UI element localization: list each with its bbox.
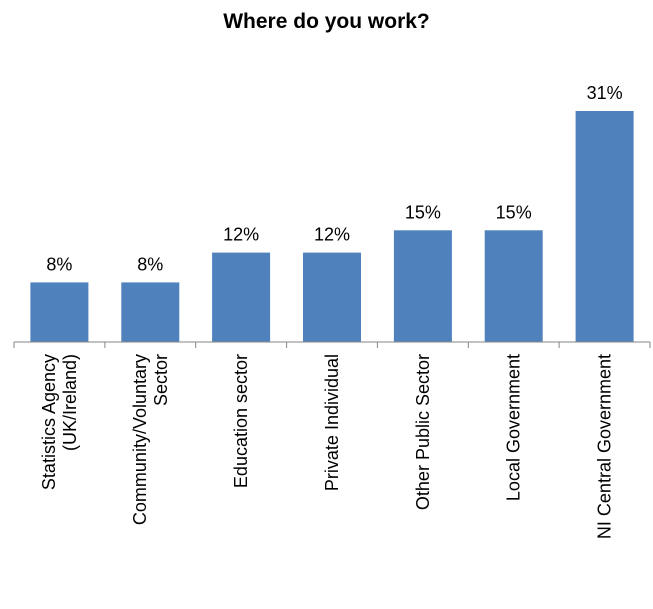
bar-2	[212, 252, 271, 342]
data-label-5: 15%	[496, 202, 532, 222]
data-label-0: 8%	[46, 254, 72, 274]
bar-3	[303, 252, 361, 342]
bar-1	[121, 282, 180, 342]
data-label-1: 8%	[137, 254, 163, 274]
category-label-1: Community/VoluntarySector	[130, 354, 171, 525]
category-labels-group: Statistics Agency(UK/Ireland) Community/V…	[39, 354, 615, 539]
bar-0	[30, 282, 89, 342]
category-label-2: Education sector	[231, 354, 251, 488]
data-label-4: 15%	[405, 202, 441, 222]
category-label-5: Local Government	[504, 354, 524, 501]
chart-title: Where do you work?	[223, 10, 430, 33]
data-label-2: 12%	[223, 225, 259, 245]
data-label-3: 12%	[314, 225, 350, 245]
category-label-4: Other Public Sector	[413, 354, 433, 510]
data-labels-group: 8% 8% 12% 12% 15% 15% 31%	[46, 83, 622, 274]
x-axis	[13, 341, 651, 348]
category-label-3: Private Individual	[322, 354, 342, 491]
category-label-6: NI Central Government	[595, 354, 615, 539]
bar-5	[484, 230, 543, 343]
bar-4	[393, 230, 452, 343]
bar-6	[575, 111, 634, 342]
data-label-6: 31%	[587, 83, 623, 103]
bars-group	[30, 111, 634, 343]
category-label-0: Statistics Agency(UK/Ireland)	[39, 354, 80, 490]
